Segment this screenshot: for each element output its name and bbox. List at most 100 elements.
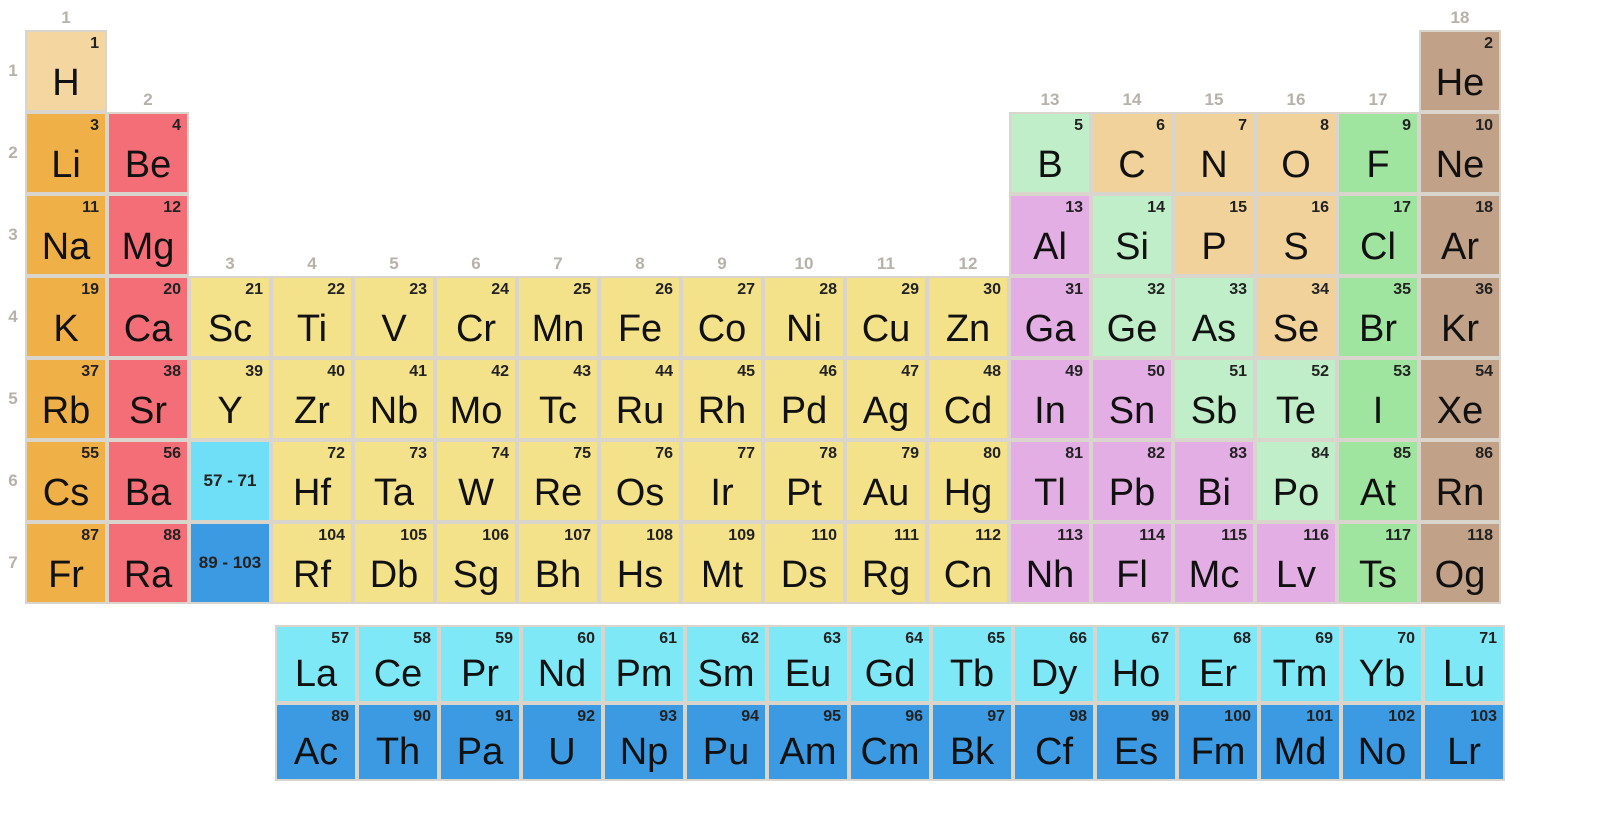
element-symbol: Cr xyxy=(437,310,515,348)
atomic-number: 1 xyxy=(90,35,99,53)
element-symbol: Ds xyxy=(765,556,843,594)
element-Cl: 17Cl xyxy=(1337,194,1419,276)
element-symbol: Sn xyxy=(1093,392,1171,430)
element-symbol: B xyxy=(1011,146,1089,184)
atomic-number: 30 xyxy=(983,281,1001,299)
element-symbol: Te xyxy=(1257,392,1335,430)
element-Ac: 89Ac xyxy=(275,703,357,781)
atomic-number: 24 xyxy=(491,281,509,299)
element-Ag: 47Ag xyxy=(845,358,927,440)
element-Po: 84Po xyxy=(1255,440,1337,522)
element-symbol: C xyxy=(1093,146,1171,184)
element-Nh: 113Nh xyxy=(1009,522,1091,604)
element-H: 1H xyxy=(25,30,107,112)
element-symbol: Mg xyxy=(109,228,187,266)
atomic-number: 79 xyxy=(901,445,919,463)
atomic-number: 4 xyxy=(172,117,181,135)
element-La: 57La xyxy=(275,625,357,703)
atomic-number: 49 xyxy=(1065,363,1083,381)
atomic-number: 61 xyxy=(659,630,677,648)
period-label-4: 4 xyxy=(5,307,21,327)
atomic-number: 31 xyxy=(1065,281,1083,299)
element-symbol: Pt xyxy=(765,474,843,512)
atomic-number: 73 xyxy=(409,445,427,463)
group-label-9: 9 xyxy=(681,254,763,274)
element-symbol: Pu xyxy=(687,733,765,771)
element-symbol: Cl xyxy=(1339,228,1417,266)
element-symbol: Lv xyxy=(1257,556,1335,594)
atomic-number: 102 xyxy=(1388,708,1415,726)
atomic-number: 33 xyxy=(1229,281,1247,299)
atomic-number: 14 xyxy=(1147,199,1165,217)
element-symbol: Ag xyxy=(847,392,925,430)
atomic-number: 81 xyxy=(1065,445,1083,463)
element-symbol: He xyxy=(1421,64,1499,102)
element-Mc: 115Mc xyxy=(1173,522,1255,604)
element-Co: 27Co xyxy=(681,276,763,358)
element-F: 9F xyxy=(1337,112,1419,194)
element-Zr: 40Zr xyxy=(271,358,353,440)
element-symbol: As xyxy=(1175,310,1253,348)
element-Ce: 58Ce xyxy=(357,625,439,703)
element-Hs: 108Hs xyxy=(599,522,681,604)
element-symbol: Db xyxy=(355,556,433,594)
element-symbol: Be xyxy=(109,146,187,184)
atomic-number: 6 xyxy=(1156,117,1165,135)
group-label-5: 5 xyxy=(353,254,435,274)
element-symbol: Ge xyxy=(1093,310,1171,348)
element-Ga: 31Ga xyxy=(1009,276,1091,358)
element-symbol: Ca xyxy=(109,310,187,348)
element-symbol: Og xyxy=(1421,556,1499,594)
atomic-number: 60 xyxy=(577,630,595,648)
element-symbol: Zn xyxy=(929,310,1007,348)
element-Md: 101Md xyxy=(1259,703,1341,781)
element-Pt: 78Pt xyxy=(763,440,845,522)
atomic-number: 84 xyxy=(1311,445,1329,463)
atomic-number: 53 xyxy=(1393,363,1411,381)
element-symbol: Co xyxy=(683,310,761,348)
period-label-1: 1 xyxy=(5,61,21,81)
group-label-11: 11 xyxy=(845,254,927,274)
atomic-number: 70 xyxy=(1397,630,1415,648)
element-As: 33 As xyxy=(1173,276,1255,358)
element-symbol: Eu xyxy=(769,655,847,693)
element-symbol: Rb xyxy=(27,392,105,430)
element-Mt: 109Mt xyxy=(681,522,763,604)
element-Ru: 44Ru xyxy=(599,358,681,440)
atomic-number: 117 xyxy=(1385,527,1411,545)
element-symbol: Ra xyxy=(109,556,187,594)
atomic-number: 19 xyxy=(81,281,99,299)
element-Y: 39Y xyxy=(189,358,271,440)
element-Rg: 111Rg xyxy=(845,522,927,604)
element-O: 8O xyxy=(1255,112,1337,194)
atomic-number: 2 xyxy=(1484,35,1493,53)
element-Th: 90Th xyxy=(357,703,439,781)
element-symbol: Sg xyxy=(437,556,515,594)
atomic-number: 3 xyxy=(90,117,99,135)
atomic-number: 91 xyxy=(495,708,513,726)
group-label-14: 14 xyxy=(1091,90,1173,110)
element-symbol: Li xyxy=(27,146,105,184)
element-At: 85At xyxy=(1337,440,1419,522)
group-label-12: 12 xyxy=(927,254,1009,274)
atomic-number: 36 xyxy=(1475,281,1493,299)
element-symbol: Tc xyxy=(519,392,597,430)
element-symbol: Sm xyxy=(687,655,765,693)
element-symbol: Er xyxy=(1179,655,1257,693)
element-Sc: 21Sc xyxy=(189,276,271,358)
atomic-number: 40 xyxy=(327,363,345,381)
element-symbol: S xyxy=(1257,228,1335,266)
element-Li: 3 Li xyxy=(25,112,107,194)
atomic-number: 108 xyxy=(646,527,673,545)
atomic-number: 114 xyxy=(1139,527,1165,545)
element-Ir: 77Ir xyxy=(681,440,763,522)
element-Sm: 62Sm xyxy=(685,625,767,703)
element-Ca: 20Ca xyxy=(107,276,189,358)
element-Sb: 51Sb xyxy=(1173,358,1255,440)
element-symbol: Sr xyxy=(109,392,187,430)
element-Ra: 88Ra xyxy=(107,522,189,604)
atomic-number: 25 xyxy=(573,281,591,299)
atomic-number: 85 xyxy=(1393,445,1411,463)
atomic-number: 54 xyxy=(1475,363,1493,381)
atomic-number: 26 xyxy=(655,281,673,299)
